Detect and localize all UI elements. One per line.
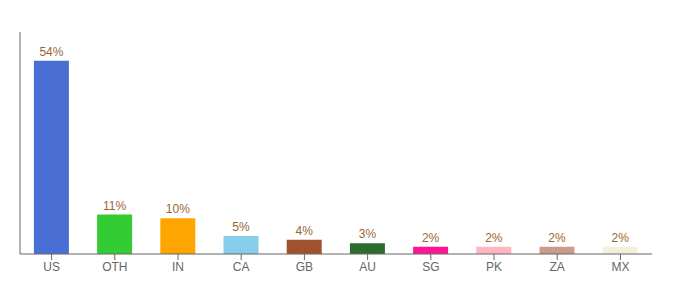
svg-text:AU: AU <box>359 260 376 274</box>
svg-text:OTH: OTH <box>102 260 127 274</box>
svg-text:GB: GB <box>296 260 313 274</box>
svg-text:4%: 4% <box>296 224 314 238</box>
svg-text:11%: 11% <box>103 199 126 213</box>
svg-text:US: US <box>43 260 60 274</box>
svg-text:CA: CA <box>233 260 250 274</box>
svg-text:SG: SG <box>422 260 439 274</box>
svg-text:2%: 2% <box>485 231 503 245</box>
svg-text:2%: 2% <box>612 231 630 245</box>
svg-text:PK: PK <box>486 260 502 274</box>
svg-text:54%: 54% <box>39 45 63 59</box>
svg-text:5%: 5% <box>232 220 250 234</box>
svg-text:2%: 2% <box>422 231 440 245</box>
svg-text:IN: IN <box>172 260 184 274</box>
svg-text:ZA: ZA <box>550 260 565 274</box>
svg-text:3%: 3% <box>359 227 377 241</box>
svg-text:10%: 10% <box>166 202 190 216</box>
svg-text:2%: 2% <box>548 231 566 245</box>
svg-text:MX: MX <box>611 260 629 274</box>
